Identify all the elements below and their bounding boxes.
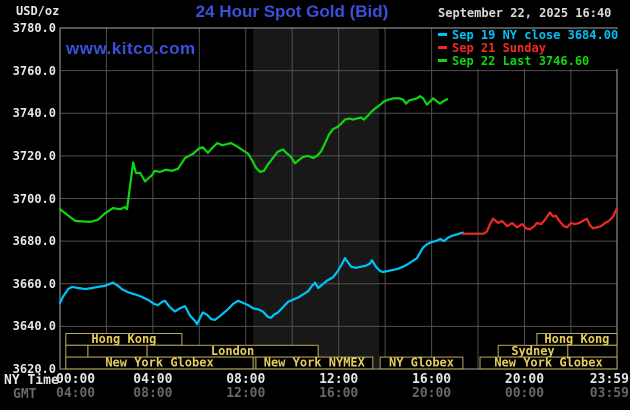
x-tick-label: 08:00 — [226, 372, 266, 387]
x-tick-label: 04:00 — [56, 386, 96, 401]
legend-label: Sep 19 NY close 3684.00 — [452, 28, 619, 42]
session-box — [255, 356, 374, 370]
chart-datetime: September 22, 2025 16:40 — [438, 6, 612, 20]
legend-row: Sep 21 Sunday — [438, 42, 618, 55]
x-tick-label: 00:00 — [504, 386, 545, 401]
legend-dash-icon — [438, 33, 447, 36]
y-tick-label: 3720.0 — [12, 148, 56, 163]
session-box — [379, 356, 464, 370]
y-tick-label: 3700.0 — [12, 191, 56, 206]
chart-title: 24 Hour Spot Gold (Bid) — [195, 2, 389, 21]
y-tick-label: 3640.0 — [12, 319, 56, 334]
x-tick-label: 23:59 — [589, 372, 629, 387]
x-tick-label: 08:00 — [133, 386, 173, 401]
y-tick-label: 3680.0 — [12, 234, 56, 249]
gmt-axis-label: GMT — [13, 387, 37, 402]
y-tick-label: 3660.0 — [12, 276, 56, 291]
x-tick-label: 20:00 — [412, 386, 452, 401]
legend-label: Sep 22 Last 3746.60 — [452, 54, 590, 68]
session-box — [65, 356, 254, 370]
legend-label: Sep 21 Sunday — [452, 41, 546, 55]
session-label: New York Globex — [105, 356, 213, 370]
y-axis-unit-label: USD/oz — [16, 4, 60, 18]
session-box — [65, 344, 89, 358]
y-tick-label: 3740.0 — [12, 106, 56, 121]
session-label: Sydney — [511, 344, 554, 358]
y-tick-label: 3780.0 — [12, 21, 56, 35]
x-tick-label: 03:59 — [589, 386, 629, 401]
x-tick-label: 04:00 — [133, 372, 173, 387]
ny-time-axis-label: NY Time — [4, 373, 59, 388]
session-label: New York NYMEX — [264, 356, 366, 370]
legend-dash-icon — [438, 59, 447, 62]
legend-row: Sep 22 Last 3746.60 — [438, 55, 618, 68]
session-label: London — [211, 344, 254, 358]
x-tick-label: 20:00 — [504, 372, 545, 387]
session-label: NY Globex — [389, 356, 454, 370]
x-tick-label: 12:00 — [319, 372, 359, 387]
y-tick-label: 3620.0 — [12, 362, 56, 376]
series-line-red — [461, 207, 619, 235]
legend-row: Sep 19 NY close 3684.00 — [438, 29, 618, 42]
x-tick-label: 00:00 — [56, 372, 96, 387]
x-tick-label: 16:00 — [412, 372, 452, 387]
y-tick-label: 3760.0 — [12, 63, 56, 78]
session-label: Hong Kong — [91, 332, 156, 346]
kitco-watermark: www.kitco.com — [66, 39, 196, 58]
session-label: New York Globex — [494, 356, 602, 370]
session-box — [479, 356, 618, 370]
legend-dash-icon — [438, 46, 447, 49]
legend: Sep 19 NY close 3684.00 Sep 21 Sunday Sep … — [436, 29, 621, 69]
x-tick-label: 16:00 — [319, 386, 359, 401]
series-line-cyan — [58, 231, 464, 326]
series-line-green — [58, 95, 449, 223]
session-label: Hong Kong — [544, 332, 609, 346]
x-tick-label: 12:00 — [226, 386, 266, 401]
